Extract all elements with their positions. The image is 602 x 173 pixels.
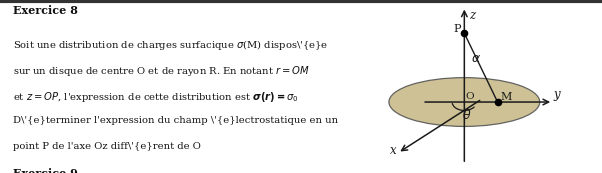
Text: $\theta$: $\theta$	[462, 108, 471, 122]
Ellipse shape	[389, 78, 540, 126]
Text: sur un disque de centre O et de rayon R. En notant $r = OM$: sur un disque de centre O et de rayon R.…	[13, 64, 310, 78]
Text: O: O	[465, 92, 474, 101]
Text: y: y	[553, 88, 560, 101]
Text: z: z	[469, 9, 475, 22]
Text: Exercice 9: Exercice 9	[13, 168, 78, 173]
Text: point P de l'axe Oz diff\'{e}rent de O: point P de l'axe Oz diff\'{e}rent de O	[13, 142, 200, 151]
Text: x: x	[390, 144, 397, 157]
Text: $\alpha$: $\alpha$	[471, 52, 481, 65]
Text: M: M	[501, 92, 512, 102]
Text: D\'{e}terminer l'expression du champ \'{e}lectrostatique en un: D\'{e}terminer l'expression du champ \'{…	[13, 116, 338, 125]
Text: et $z = OP$, l'expression de cette distribution est $\boldsymbol{\sigma(r) = \si: et $z = OP$, l'expression de cette distr…	[13, 90, 299, 104]
Text: P: P	[453, 24, 461, 34]
Text: Soit une distribution de charges surfacique $\sigma$(M) dispos\'{e}e: Soit une distribution de charges surfaci…	[13, 38, 328, 52]
Text: Exercice 8: Exercice 8	[13, 5, 78, 16]
